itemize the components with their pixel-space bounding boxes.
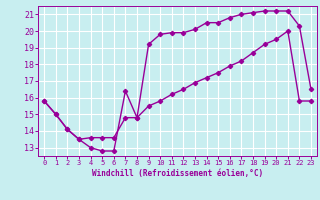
X-axis label: Windchill (Refroidissement éolien,°C): Windchill (Refroidissement éolien,°C) bbox=[92, 169, 263, 178]
